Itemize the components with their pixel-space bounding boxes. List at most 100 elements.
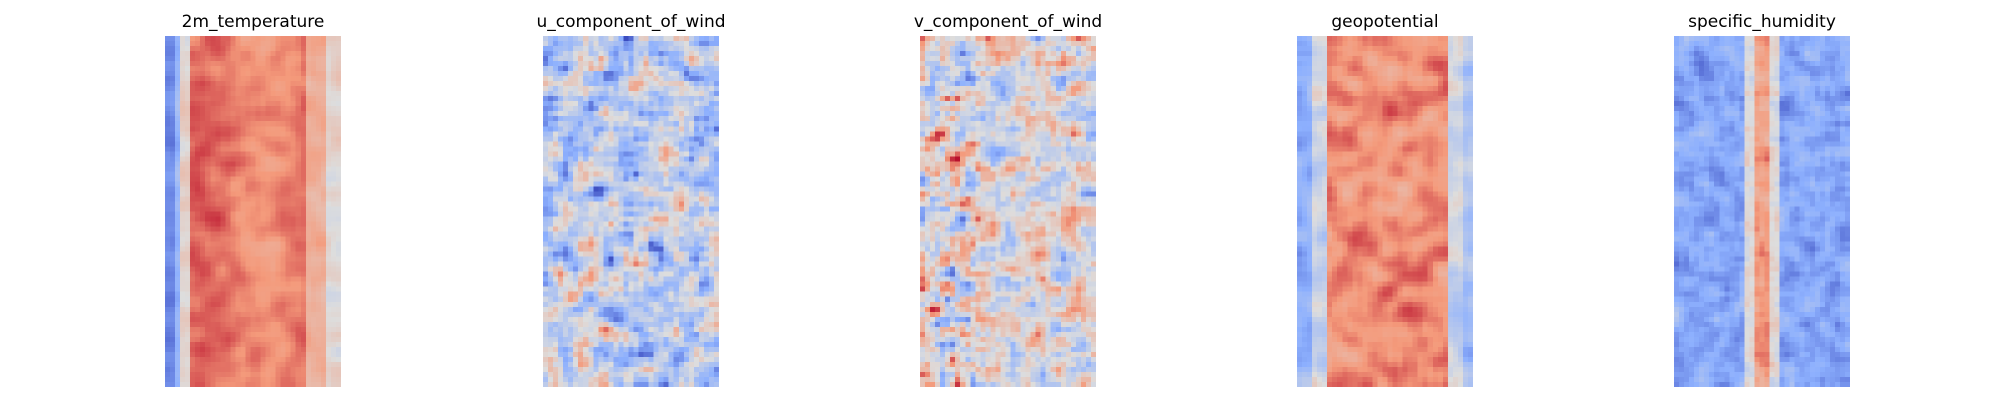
heatmap-cell (703, 256, 710, 262)
heatmap-cell (688, 96, 694, 102)
heatmap-cell (240, 266, 246, 272)
heatmap-cell (558, 276, 564, 282)
heatmap-cell (165, 356, 171, 363)
heatmap-cell (623, 91, 629, 97)
heatmap-cell (275, 231, 281, 237)
heatmap-cell (280, 186, 286, 192)
heatmap-cell (190, 296, 196, 302)
heatmap-cell (220, 381, 226, 387)
heatmap-cell (668, 156, 674, 162)
heatmap-cell (543, 286, 549, 292)
heatmap-cell (310, 176, 316, 182)
heatmap-cell (608, 111, 614, 117)
heatmap-cell (185, 306, 191, 312)
heatmap-cell (653, 256, 659, 262)
heatmap-cell (315, 166, 321, 172)
heatmap-cell (693, 81, 699, 87)
heatmap-cell (250, 101, 256, 107)
heatmap-cell (618, 41, 624, 47)
heatmap-cell (210, 241, 216, 247)
heatmap-cell (245, 166, 251, 172)
heatmap-cell (683, 226, 689, 232)
heatmap-cell (220, 331, 226, 337)
heatmap-cell (638, 96, 644, 102)
heatmap-cell (583, 66, 589, 72)
heatmap-cell (315, 306, 321, 312)
heatmap-cell (563, 41, 569, 47)
heatmap-cell (633, 156, 639, 162)
heatmap-cell (210, 251, 216, 257)
heatmap-cell (200, 156, 206, 162)
heatmap-cell (668, 381, 674, 387)
heatmap-cell (240, 331, 246, 337)
heatmap-cell (280, 226, 286, 232)
heatmap-cell (250, 61, 256, 67)
heatmap-cell (195, 151, 201, 157)
heatmap-cell (708, 86, 715, 92)
heatmap-cell (553, 331, 559, 337)
heatmap-cell (558, 46, 564, 52)
heatmap-cell (583, 106, 589, 112)
heatmap-cell (693, 136, 699, 142)
heatmap-cell (643, 106, 649, 112)
heatmap-cell (165, 171, 171, 177)
heatmap-cell (330, 366, 337, 373)
heatmap-cell (603, 256, 609, 262)
heatmap-cell (603, 251, 609, 257)
heatmap-cell (170, 241, 176, 247)
heatmap-cell (558, 171, 564, 177)
heatmap-cell (553, 286, 559, 292)
heatmap-cell (275, 266, 281, 272)
heatmap-cell (165, 61, 171, 67)
heatmap-cell (563, 196, 569, 202)
heatmap-cell (320, 146, 327, 152)
heatmap-cell (235, 321, 241, 327)
heatmap-cell (593, 111, 599, 117)
heatmap-cell (583, 211, 589, 217)
heatmap-cell (165, 271, 171, 277)
heatmap-cell (673, 111, 679, 117)
heatmap-cell (170, 221, 176, 227)
heatmap-cell (598, 91, 604, 97)
heatmap-cell (668, 181, 674, 187)
heatmap-cell (663, 351, 669, 358)
heatmap-cell (1020, 41, 1026, 47)
heatmap-cell (578, 231, 584, 237)
heatmap-cell (623, 171, 629, 177)
heatmap-cell (240, 41, 246, 47)
heatmap-cell (573, 326, 579, 332)
heatmap-cell (658, 376, 664, 383)
heatmap-cell (270, 46, 276, 52)
heatmap-cell (578, 316, 584, 322)
heatmap-cell (280, 136, 286, 142)
heatmap-cell (628, 321, 634, 327)
heatmap-cell (543, 156, 549, 162)
heatmap-cell (290, 201, 296, 207)
heatmap-cell (240, 81, 246, 87)
heatmap-cell (200, 146, 206, 152)
heatmap-cell (713, 291, 719, 297)
heatmap-cell (215, 271, 221, 277)
heatmap-cell (1075, 36, 1082, 42)
heatmap-cell (320, 171, 327, 177)
heatmap-cell (678, 246, 684, 252)
heatmap-cell (205, 176, 211, 182)
heatmap-cell (280, 231, 286, 237)
heatmap-cell (195, 331, 201, 337)
heatmap-cell (593, 296, 599, 302)
heatmap-cell (623, 226, 629, 232)
heatmap-cell (215, 121, 221, 127)
heatmap-cell (653, 326, 659, 332)
heatmap-cell (300, 166, 306, 172)
heatmap-cell (305, 101, 311, 107)
heatmap-cell (593, 171, 599, 177)
heatmap-cell (623, 71, 629, 77)
heatmap-cell (608, 116, 614, 122)
heatmap-cell (638, 251, 644, 257)
heatmap-cell (200, 236, 206, 242)
heatmap-cell (175, 156, 181, 162)
heatmap-cell (230, 141, 236, 147)
heatmap-cell (175, 86, 181, 92)
heatmap-cell (285, 281, 291, 287)
heatmap-cell (245, 361, 251, 368)
